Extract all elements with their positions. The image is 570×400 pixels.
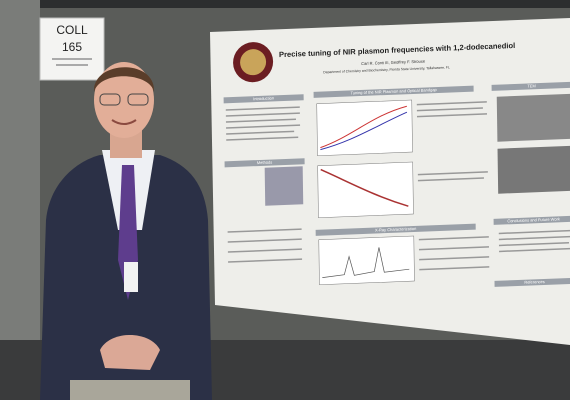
university-seal — [240, 49, 267, 76]
body-text — [225, 101, 570, 271]
smile — [111, 119, 137, 125]
badge — [124, 262, 138, 292]
trousers — [70, 380, 190, 400]
sign-line — [52, 58, 92, 60]
plot — [316, 99, 413, 156]
section-title: Introduction — [253, 95, 274, 101]
section-title: Conclusions and Future Work — [507, 216, 560, 223]
section-title: TEM — [527, 83, 536, 88]
sign-title: COLL — [56, 23, 88, 37]
section-bar — [491, 81, 570, 91]
face — [94, 62, 154, 138]
section-title: X-Ray Characterization — [375, 226, 416, 233]
board-edge — [0, 0, 40, 400]
plot-curve — [320, 111, 408, 151]
sign-number: 165 — [62, 40, 82, 54]
hands — [100, 335, 160, 370]
section-bar — [494, 277, 570, 287]
section-bar — [315, 223, 476, 236]
booth-sign — [39, 17, 105, 81]
plot — [318, 235, 415, 285]
sign-line — [56, 64, 88, 66]
section-bar — [493, 215, 570, 225]
plot-curve — [320, 105, 407, 149]
section-bar — [224, 158, 305, 168]
section-title: Tuning of the NIR Plasmon and Optical Ba… — [350, 87, 437, 95]
section-title: References — [524, 279, 545, 285]
hair — [93, 67, 155, 92]
glasses — [127, 93, 149, 106]
plot-curve — [320, 168, 409, 207]
tem-image — [497, 145, 570, 194]
plot-curve — [322, 247, 410, 278]
poster-authors: Carl R. Conti III, Geoffrey F. Strouse — [361, 59, 426, 67]
poster-affiliation: Department of Chemistry and Biochemistry… — [323, 65, 450, 74]
section-bar — [313, 85, 474, 98]
section-title: Methods — [257, 160, 272, 166]
glasses — [99, 93, 121, 106]
tem-image — [496, 93, 570, 142]
section-bar — [223, 94, 304, 104]
photo-figure — [264, 166, 304, 206]
